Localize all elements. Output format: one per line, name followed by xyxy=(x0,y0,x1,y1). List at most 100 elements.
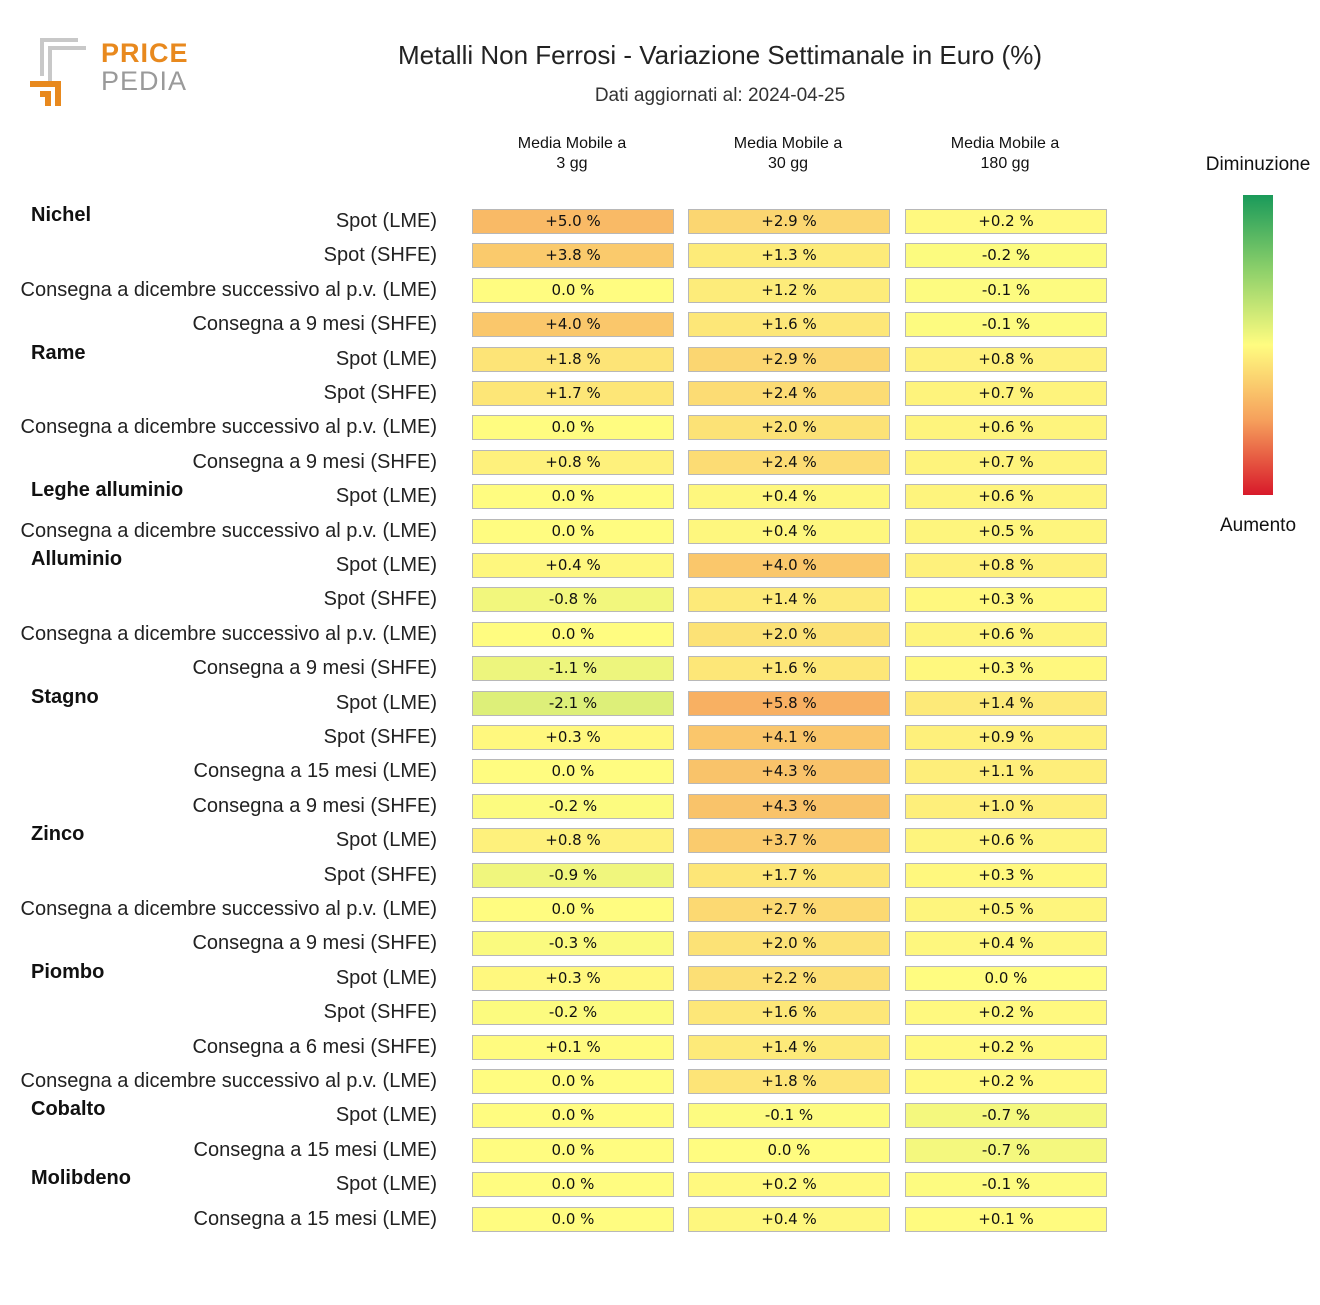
group-label: Stagno xyxy=(31,685,99,708)
logo-text-price: PRICE xyxy=(101,38,189,68)
heatmap-cell: 0.0 % xyxy=(472,1206,674,1232)
group-label: Nichel xyxy=(31,204,92,226)
heatmap-cell: +2.9 % xyxy=(688,209,890,234)
column-header-line1: Media Mobile a xyxy=(733,135,843,152)
heatmap-cell: +1.6 % xyxy=(688,656,890,682)
heatmap-cell: +0.8 % xyxy=(472,828,674,854)
heatmap-cell: -0.8 % xyxy=(472,587,674,613)
heatmap-cell: +0.8 % xyxy=(905,553,1107,578)
heatmap-cell: +1.6 % xyxy=(688,312,890,338)
heatmap-cell: +0.1 % xyxy=(472,1034,674,1060)
heatmap-cell: +0.2 % xyxy=(688,1172,890,1198)
heatmap-cell: +0.2 % xyxy=(905,1000,1107,1026)
legend-top-label: Diminuzione xyxy=(1205,154,1311,175)
heatmap-cell: 0.0 % xyxy=(472,1069,674,1094)
group-label: Zinco xyxy=(31,823,85,846)
pricepedia-logo: PRICE PEDIA xyxy=(28,36,198,116)
heatmap-cell: +0.9 % xyxy=(905,725,1107,750)
heatmap-cell: +1.1 % xyxy=(905,759,1107,785)
row-label: Consegna a dicembre successivo al p.v. (… xyxy=(20,898,437,920)
heatmap-cell: -0.1 % xyxy=(905,1172,1107,1198)
heatmap-cell: +0.5 % xyxy=(905,518,1107,544)
row-label: Spot (LME) xyxy=(335,1104,437,1127)
heatmap-cell: +1.7 % xyxy=(688,862,890,888)
heatmap-cell: +4.3 % xyxy=(688,793,890,819)
heatmap-cell: +0.6 % xyxy=(905,828,1107,854)
heatmap-cell: +0.2 % xyxy=(905,209,1107,234)
row-label: Consegna a 9 mesi (SHFE) xyxy=(192,794,437,817)
heatmap-cell: +3.7 % xyxy=(688,828,890,854)
heatmap-cell: -0.3 % xyxy=(472,931,674,957)
heatmap-cell: +0.4 % xyxy=(688,1206,890,1232)
heatmap-cell: +2.9 % xyxy=(688,346,890,372)
heatmap-cell: -0.7 % xyxy=(905,1103,1107,1129)
heatmap-cell: +2.7 % xyxy=(688,897,890,922)
group-label: Cobalto xyxy=(31,1098,106,1121)
column-header-2: Media Mobile a 30 gg xyxy=(687,134,889,174)
heatmap-cell: 0.0 % xyxy=(472,621,674,647)
row-label: Spot (SHFE) xyxy=(323,382,437,404)
heatmap-cell: +2.0 % xyxy=(688,415,890,441)
heatmap-cell: +2.0 % xyxy=(688,621,890,647)
heatmap-cell: -0.2 % xyxy=(905,243,1107,269)
heatmap-cell: +0.3 % xyxy=(472,725,674,750)
row-label: Consegna a dicembre successivo al p.v. (… xyxy=(20,1070,437,1092)
column-header-line2: 180 gg xyxy=(980,155,1030,172)
heatmap-cell: +4.3 % xyxy=(688,759,890,785)
row-label: Spot (SHFE) xyxy=(323,1001,437,1024)
heatmap-cell: +0.4 % xyxy=(905,931,1107,957)
column-header-line2: 30 gg xyxy=(767,155,809,172)
heatmap-cell: 0.0 % xyxy=(472,759,674,785)
heatmap-cell: 0.0 % xyxy=(472,897,674,922)
row-label: Spot (SHFE) xyxy=(323,244,437,267)
heatmap-cell: -1.1 % xyxy=(472,656,674,682)
row-label: Spot (LME) xyxy=(335,691,437,714)
group-label: Rame xyxy=(31,341,86,364)
heatmap-cell: +4.0 % xyxy=(688,553,890,578)
heatmap-cell: +2.4 % xyxy=(688,449,890,475)
legend-color-bar xyxy=(1243,195,1273,495)
heatmap-cell: +2.2 % xyxy=(688,965,890,991)
heatmap-cell: +0.3 % xyxy=(905,862,1107,888)
column-header-line1: Media Mobile a xyxy=(950,135,1060,152)
heatmap-cell: 0.0 % xyxy=(472,277,674,303)
group-label: Leghe alluminio xyxy=(31,479,184,502)
column-header-1: Media Mobile a 3 gg xyxy=(471,134,673,174)
row-label: Spot (LME) xyxy=(335,210,437,232)
heatmap-cell: +2.0 % xyxy=(688,931,890,957)
heatmap-cell: +1.0 % xyxy=(905,793,1107,819)
column-header-line1: Media Mobile a xyxy=(517,135,627,152)
heatmap-cell: +2.4 % xyxy=(688,381,890,406)
heatmap-cell: +0.8 % xyxy=(472,449,674,475)
heatmap-cell: 0.0 % xyxy=(472,484,674,510)
heatmap-cell: +0.4 % xyxy=(472,553,674,578)
row-label: Consegna a dicembre successivo al p.v. (… xyxy=(20,416,437,439)
heatmap-cell: +1.7 % xyxy=(472,381,674,406)
heatmap-cell: +0.8 % xyxy=(905,346,1107,372)
row-label: Consegna a dicembre successivo al p.v. (… xyxy=(20,278,437,301)
heatmap-cell: +0.2 % xyxy=(905,1034,1107,1060)
row-label: Spot (LME) xyxy=(335,554,437,576)
heatmap-cell: +0.1 % xyxy=(905,1206,1107,1232)
row-label: Consegna a 15 mesi (LME) xyxy=(193,1138,437,1161)
heatmap-cell: 0.0 % xyxy=(472,1137,674,1163)
heatmap-cell: 0.0 % xyxy=(472,415,674,441)
heatmap-cell: +1.3 % xyxy=(688,243,890,269)
heatmap-cell: +0.3 % xyxy=(472,965,674,991)
heatmap-cell: +0.4 % xyxy=(688,484,890,510)
heatmap-cell: +0.6 % xyxy=(905,484,1107,510)
row-label: Consegna a 9 mesi (SHFE) xyxy=(192,932,437,955)
heatmap-cell: -0.1 % xyxy=(905,312,1107,338)
column-header-line2: 3 gg xyxy=(556,155,588,172)
heatmap-cell: +1.2 % xyxy=(688,277,890,303)
heatmap-cell: +0.7 % xyxy=(905,381,1107,406)
group-label: Alluminio xyxy=(31,548,123,570)
heatmap-cell: +1.4 % xyxy=(905,690,1107,716)
logo-text-pedia: PEDIA xyxy=(101,66,188,96)
row-label: Consegna a 6 mesi (SHFE) xyxy=(192,1035,437,1058)
heatmap-cell: 0.0 % xyxy=(688,1137,890,1163)
heatmap-cell: +0.7 % xyxy=(905,449,1107,475)
heatmap-cell: -2.1 % xyxy=(472,690,674,716)
heatmap-cell: -0.2 % xyxy=(472,1000,674,1026)
heatmap-cell: 0.0 % xyxy=(472,518,674,544)
